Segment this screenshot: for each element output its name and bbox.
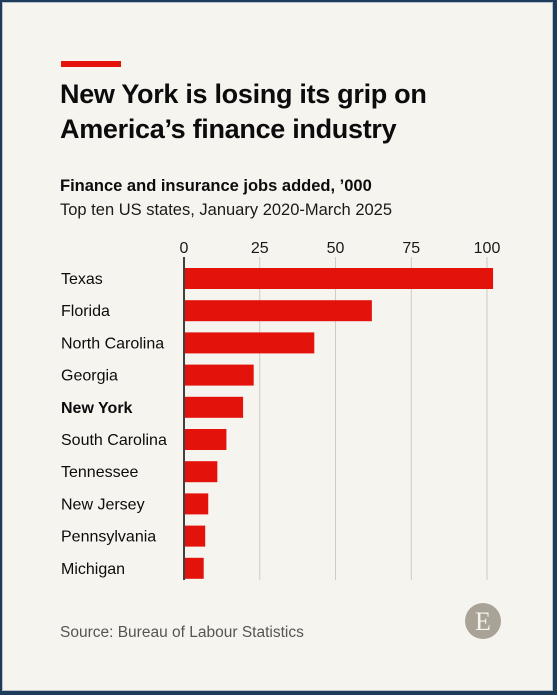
category-label: Georgia [61, 368, 118, 385]
category-label: South Carolina [61, 432, 167, 449]
bar [185, 557, 204, 579]
source-note: Source: Bureau of Labour Statistics [60, 624, 304, 641]
category-label: Texas [61, 271, 103, 288]
x-tick-label: 0 [180, 240, 189, 257]
x-tick-label: 100 [474, 240, 501, 257]
bar-chart: 0 25 50 75 100 Texas Florida North Carolina Geor… [61, 240, 501, 580]
bar [185, 364, 254, 386]
accent-bar [61, 61, 121, 67]
category-label: Pennsylvania [61, 529, 156, 546]
bar [185, 525, 206, 547]
bar [185, 396, 244, 418]
x-tick-label: 75 [402, 240, 420, 257]
bar [185, 268, 494, 289]
x-tick-label: 50 [327, 240, 345, 257]
chart-subtitle: Finance and insurance jobs added, ’000 [60, 177, 372, 195]
chart-title: New York is losing its grip on America’s… [60, 79, 427, 144]
chart-subtitle-secondary: Top ten US states, January 2020-March 20… [60, 201, 393, 219]
bar [185, 429, 227, 450]
category-label: Tennessee [61, 464, 138, 481]
bar [185, 493, 209, 515]
category-label: Michigan [61, 561, 125, 578]
category-label: Florida [61, 303, 110, 320]
bar [185, 461, 218, 483]
category-label: North Carolina [61, 335, 164, 352]
bar [185, 332, 315, 354]
category-label: New York [61, 400, 133, 417]
economist-logo: E [465, 603, 501, 639]
bar [185, 300, 372, 322]
category-label: New Jersey [61, 496, 145, 513]
x-tick-label: 25 [251, 240, 269, 257]
